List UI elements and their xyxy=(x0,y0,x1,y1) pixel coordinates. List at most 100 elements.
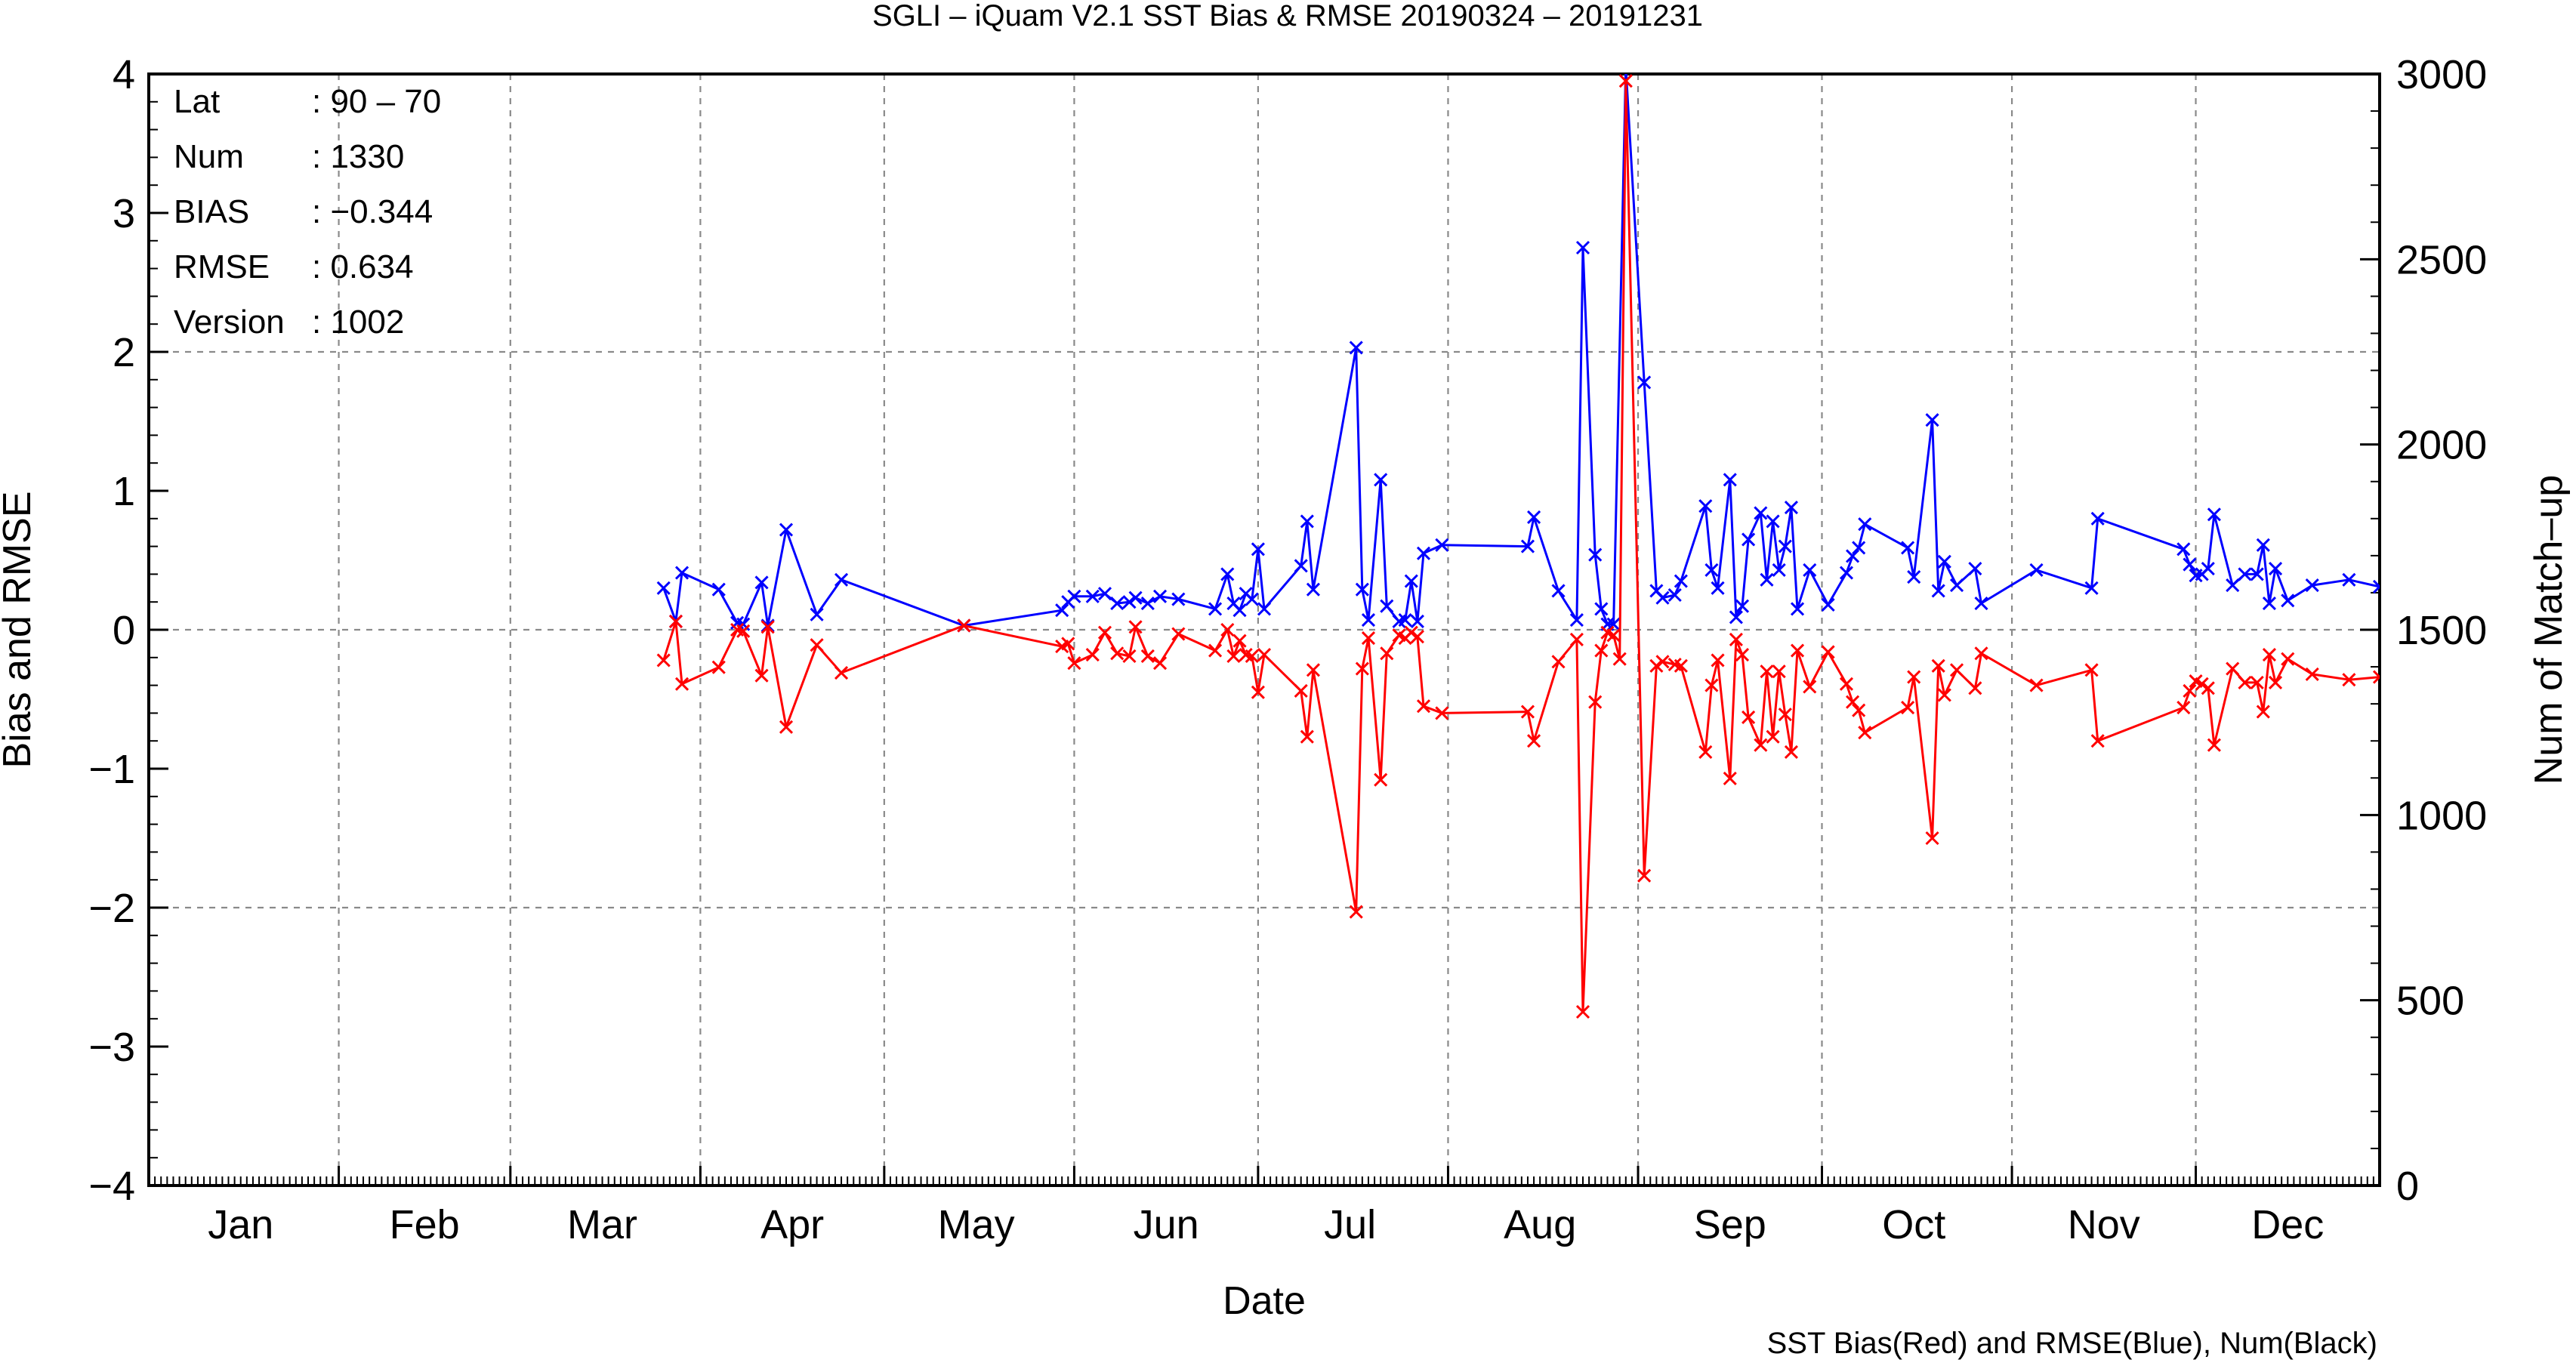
bias-point xyxy=(2176,700,2191,715)
bias-point xyxy=(1711,653,1725,668)
rmse-point xyxy=(1110,596,1124,611)
bias-point xyxy=(1232,634,1247,648)
rmse-point xyxy=(1085,589,1100,603)
rmse-point xyxy=(2268,561,2283,576)
rmse-point xyxy=(1055,603,1069,618)
rmse-point xyxy=(1410,614,1424,629)
bias-point xyxy=(1925,831,1939,846)
rmse-point xyxy=(1907,570,1921,584)
rmse-point xyxy=(1821,597,1835,612)
bias-point xyxy=(1637,868,1652,883)
rmse-point xyxy=(1435,538,1449,552)
rmse-point xyxy=(1760,572,1774,587)
bias-point xyxy=(1704,678,1719,692)
bias-point xyxy=(1937,688,1951,702)
rmse-point xyxy=(834,572,849,587)
stat-label: Num xyxy=(174,138,244,175)
stat-label: Version xyxy=(174,304,285,341)
bias-point xyxy=(1416,699,1431,714)
y2-tick-label: 500 xyxy=(2396,979,2464,1024)
y-tick-label: −3 xyxy=(88,1025,135,1070)
bias-point xyxy=(1821,645,1835,659)
rmse-point xyxy=(1931,584,1945,598)
rmse-point xyxy=(779,523,794,537)
rmse-point xyxy=(2183,557,2197,572)
bias-point xyxy=(736,624,751,638)
bias-point xyxy=(1257,648,1272,662)
bias-point xyxy=(1171,627,1186,641)
stat-value: : 90 – 70 xyxy=(312,83,441,120)
rmse-point xyxy=(1220,567,1235,581)
bias-point xyxy=(810,638,824,652)
bias-point xyxy=(1220,622,1235,637)
rmse-point xyxy=(1790,602,1805,616)
y2-tick-label: 2500 xyxy=(2396,237,2487,282)
bias-point xyxy=(1778,708,1792,722)
rmse-point xyxy=(754,575,769,590)
bias-point xyxy=(1655,655,1670,669)
rmse-point xyxy=(2281,594,2295,608)
stats-box: Lat: 90 – 70 Num: 1330 BIAS: −0.344 RMSE: 0… xyxy=(174,83,441,341)
rmse-point xyxy=(1588,547,1603,562)
bias-point xyxy=(754,668,769,683)
bias-point xyxy=(1410,630,1424,644)
rmse-point xyxy=(810,607,824,621)
rmse-point xyxy=(2372,579,2380,594)
y-tick-label: −4 xyxy=(88,1164,135,1209)
bias-point xyxy=(1594,643,1609,658)
y2-tick-label: 2000 xyxy=(2396,423,2487,468)
rmse-point xyxy=(2201,561,2215,576)
rmse-point xyxy=(1784,501,1798,515)
bias-point xyxy=(1294,683,1308,698)
bias-point xyxy=(711,660,726,674)
rmse-point xyxy=(1416,546,1431,560)
bias-point xyxy=(1618,74,1633,88)
stat-value: : 1330 xyxy=(312,138,404,175)
tick-labels: 4 3 2 1 0 −1 −2 −3 −4 3000 2500 2000 1500 1000 500 0 Jan… xyxy=(88,52,2487,1247)
bias-point xyxy=(2342,673,2356,687)
rmse-point xyxy=(1361,613,1376,627)
x-tick-label: Feb xyxy=(390,1202,460,1247)
y-axis-label: Bias and RMSE xyxy=(0,491,39,768)
bias-point xyxy=(1760,664,1774,679)
rmse-point xyxy=(2207,507,2221,522)
x-tick-label: Nov xyxy=(2068,1202,2140,1247)
rmse-point xyxy=(2226,578,2240,593)
rmse-point xyxy=(1974,596,1988,611)
bias-point xyxy=(1931,658,1945,673)
rmse-point xyxy=(1968,561,1982,576)
series-layer xyxy=(656,74,2380,1019)
rmse-point xyxy=(1735,599,1750,613)
rmse-point xyxy=(1300,514,1314,529)
bias-point xyxy=(1852,703,1866,717)
rmse-point xyxy=(2176,542,2191,557)
rmse-point xyxy=(1723,473,1737,487)
bias-point xyxy=(1140,649,1155,664)
y-tick-label: −1 xyxy=(88,747,135,792)
bias-point xyxy=(1355,661,1369,676)
bias-point xyxy=(668,614,683,629)
rmse-point xyxy=(2090,511,2105,526)
rmse-point xyxy=(1655,590,1670,605)
bias-point xyxy=(1085,648,1100,662)
rmse-point xyxy=(1803,563,1817,577)
y2-tick-label: 1500 xyxy=(2396,608,2487,653)
bias-point xyxy=(1754,738,1768,752)
rmse-point xyxy=(1925,413,1939,427)
bias-point xyxy=(779,720,794,734)
bias-point xyxy=(674,677,690,691)
rmse-point xyxy=(1606,617,1621,631)
bias-point xyxy=(1606,628,1621,643)
rmse-point xyxy=(1741,532,1756,547)
rmse-point xyxy=(2029,563,2044,577)
rmse-point xyxy=(1852,541,1866,555)
bias-point xyxy=(2268,675,2283,689)
bias-point xyxy=(1128,620,1143,634)
bias-point xyxy=(1612,652,1627,666)
grid xyxy=(149,74,2380,1186)
rmse-point xyxy=(1778,539,1792,553)
x-tick-label: Oct xyxy=(1882,1202,1945,1247)
bias-point xyxy=(1766,729,1780,744)
